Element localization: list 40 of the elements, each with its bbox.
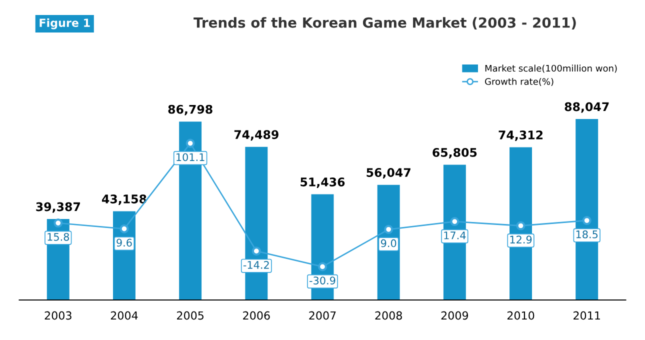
point bbox=[318, 262, 328, 272]
data-label: 56,047 bbox=[366, 168, 410, 178]
x-tick-label: 2003 bbox=[44, 311, 72, 320]
point bbox=[54, 218, 63, 228]
data-label: 39,387 bbox=[36, 202, 80, 213]
data-label: 12.9 bbox=[510, 236, 532, 244]
caption: Figure 1 bbox=[40, 18, 90, 30]
data-label: 86,798 bbox=[168, 104, 212, 116]
data-label: -30.9 bbox=[310, 276, 336, 284]
x-tick-label: 2007 bbox=[309, 311, 336, 320]
data-label: 65,805 bbox=[432, 148, 477, 158]
point bbox=[186, 138, 195, 148]
data-label: 74,489 bbox=[234, 130, 278, 141]
data-label: 17.4 bbox=[444, 232, 466, 240]
x-tick-label: 2010 bbox=[507, 311, 534, 320]
point bbox=[252, 246, 261, 256]
data-label: 18.5 bbox=[576, 230, 598, 238]
data-label: 88,047 bbox=[564, 102, 609, 113]
data-label: 9.0 bbox=[380, 239, 396, 248]
x-tick-label: 2011 bbox=[574, 311, 600, 320]
x-tick-label: 2005 bbox=[176, 311, 204, 320]
legend-label: Market scale(100million won) bbox=[485, 64, 617, 73]
legend-label: Growth rate(%) bbox=[485, 78, 554, 86]
data-label: 9.6 bbox=[116, 238, 132, 247]
data-label: 101.1 bbox=[176, 153, 204, 162]
chart-title: Trends of the Korean Game Market (2003 - 2011) bbox=[194, 17, 576, 30]
x-tick-label: 2009 bbox=[441, 311, 468, 320]
x-tick-label: 2004 bbox=[110, 311, 138, 320]
point bbox=[450, 217, 460, 226]
x-tick-label: 2006 bbox=[243, 311, 270, 320]
x-tick-label: 2008 bbox=[375, 311, 402, 320]
data-label: 74,312 bbox=[498, 130, 543, 141]
data-label: 15.8 bbox=[48, 232, 70, 241]
data-label: 51,436 bbox=[300, 178, 345, 188]
point bbox=[384, 224, 394, 234]
point bbox=[582, 216, 592, 226]
point bbox=[516, 221, 526, 230]
data-label: -14.2 bbox=[243, 260, 269, 269]
data-label: 43,158 bbox=[102, 194, 146, 205]
point bbox=[120, 224, 129, 234]
